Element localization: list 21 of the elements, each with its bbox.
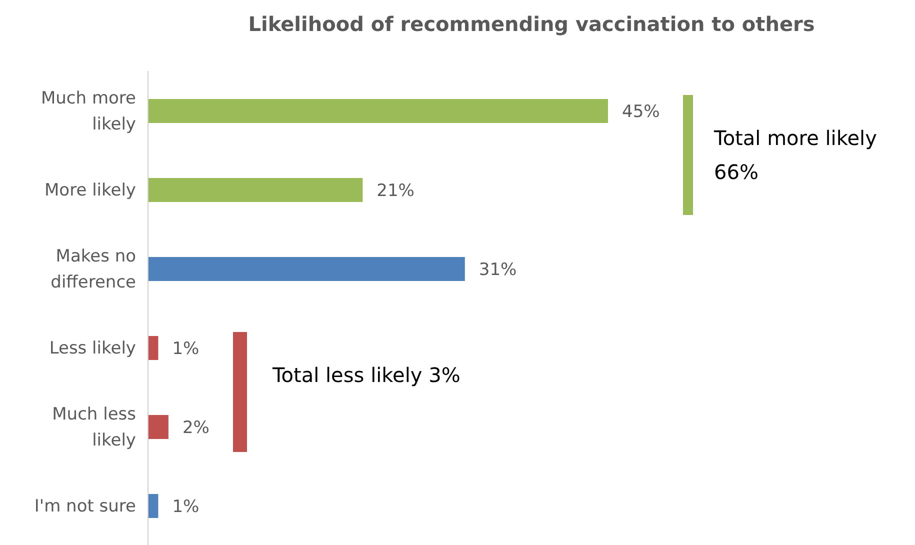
y-tick-label: Much more likely bbox=[40, 88, 136, 134]
y-tick-label: Much less likely bbox=[52, 404, 136, 450]
y-tick-label: Makes no difference bbox=[50, 246, 136, 292]
bar bbox=[148, 415, 168, 439]
bar bbox=[148, 99, 608, 123]
y-tick-label: I'm not sure bbox=[34, 496, 136, 516]
data-label: 2% bbox=[182, 418, 210, 438]
bar bbox=[148, 494, 158, 518]
chart-title: Likelihood of recommending vaccination to others bbox=[247, 12, 816, 36]
text: Total more likely 66% bbox=[714, 125, 878, 186]
data-label: 21% bbox=[376, 181, 414, 201]
data-label: 31% bbox=[478, 260, 517, 280]
bar bbox=[148, 336, 158, 360]
y-tick-label: More likely bbox=[44, 180, 136, 200]
data-label: 45% bbox=[622, 102, 660, 122]
y-tick-label: Less likely bbox=[49, 338, 136, 358]
annotation: Total less likely 3% bbox=[272, 362, 462, 389]
data-label: 1% bbox=[172, 339, 200, 359]
bar bbox=[148, 257, 465, 281]
data-label: 1% bbox=[172, 497, 200, 517]
bar bbox=[148, 178, 363, 202]
